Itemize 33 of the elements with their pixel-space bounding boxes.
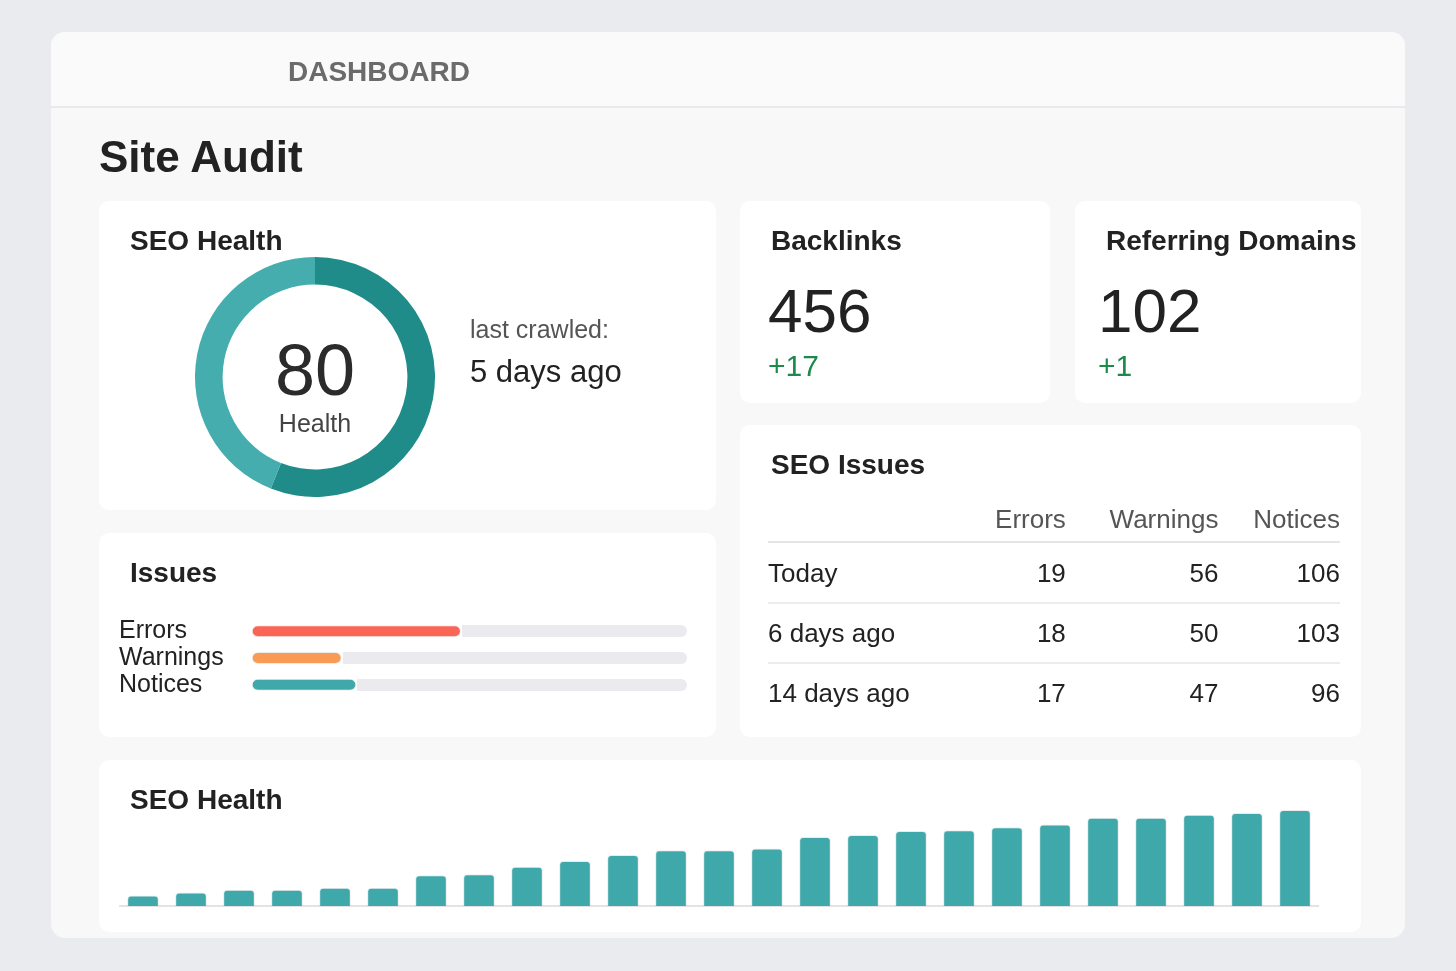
text: 102 <box>1098 275 1202 346</box>
y-tick-label: 14 days ago <box>768 676 911 710</box>
text: +1 <box>1098 349 1133 383</box>
text: DASHBOARD <box>288 56 470 88</box>
data-label: 50 <box>1188 616 1219 650</box>
text: +17 <box>768 349 819 383</box>
y-tick-label: Errors <box>119 615 188 644</box>
chart-title: SEO Health <box>130 784 283 816</box>
data-label: 56 <box>1188 556 1219 590</box>
text: Site Audit <box>99 132 303 182</box>
y-tick-label: Today <box>768 556 839 590</box>
x-tick-label: Warnings <box>1065 497 1219 542</box>
text: Health <box>277 409 353 438</box>
y-tick-label: Warnings <box>119 641 224 670</box>
data-label: 19 <box>1035 556 1066 590</box>
x-tick-label: Errors <box>966 497 1066 542</box>
data-label: 106 <box>1295 556 1340 590</box>
data-label: 18 <box>1035 616 1066 650</box>
data-label: 96 <box>1310 676 1340 710</box>
chart-title: SEO Health <box>130 225 283 257</box>
x-tick-label: Notices <box>1218 497 1340 542</box>
text: 5 days ago <box>470 354 622 390</box>
text: 80 <box>273 329 357 411</box>
chart-title: SEO Issues <box>771 449 926 481</box>
text: Referring Domains <box>1106 225 1357 257</box>
data-label: 47 <box>1188 676 1219 710</box>
text: last crawled: <box>470 315 609 344</box>
data-label: 103 <box>1295 616 1340 650</box>
data-label: 17 <box>1035 676 1066 710</box>
chart-title: Issues <box>130 557 218 589</box>
text: Backlinks <box>771 225 902 257</box>
text: 456 <box>768 275 872 346</box>
y-tick-label: 6 days ago <box>768 616 897 650</box>
